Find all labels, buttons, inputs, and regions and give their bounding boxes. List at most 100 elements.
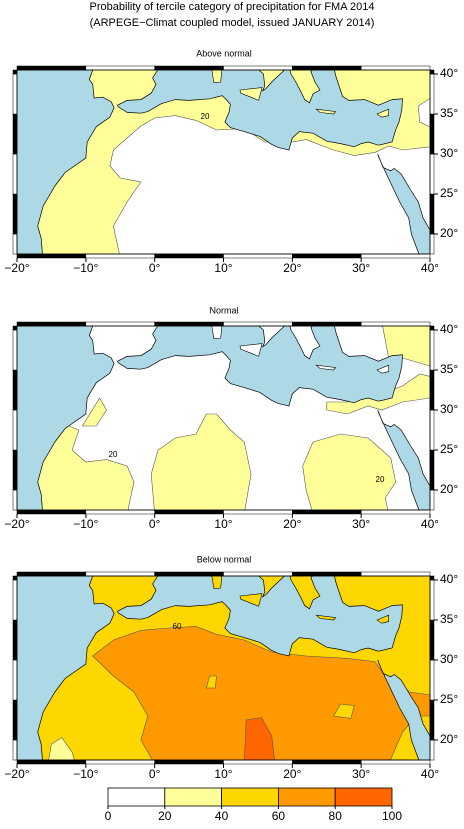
frame-bar <box>360 759 431 765</box>
frame-bar <box>429 699 435 741</box>
frame-bar <box>12 409 18 451</box>
y-tick-label: 35° <box>440 612 458 626</box>
frame-bar <box>223 509 293 515</box>
frame-bar <box>223 321 293 327</box>
frame-bar <box>154 509 224 515</box>
frame-bar <box>12 575 18 581</box>
sea <box>377 659 430 760</box>
island <box>211 70 223 84</box>
island <box>211 326 223 340</box>
frame-bar <box>12 153 18 195</box>
island <box>315 364 337 371</box>
colorbar-tick-label: 40 <box>215 809 229 823</box>
frame-bar <box>12 579 18 621</box>
frame-bar <box>154 571 224 577</box>
colorbar-box <box>221 787 279 807</box>
frame-bar <box>12 699 18 741</box>
island <box>315 108 337 115</box>
island <box>239 593 263 607</box>
frame-bar <box>429 325 435 331</box>
x-tick-label: 30° <box>352 767 370 781</box>
frame-bar <box>16 65 87 71</box>
island <box>376 108 390 118</box>
frame-bar <box>12 329 18 371</box>
frame-bar <box>360 509 431 515</box>
frame-bar <box>360 253 431 259</box>
frame-bar <box>429 575 435 581</box>
frame-bar <box>292 65 362 71</box>
frame-bar <box>16 509 87 515</box>
frame-bar <box>429 369 435 411</box>
y-tick-label: 30° <box>440 402 458 416</box>
frame-bar <box>429 329 435 371</box>
contour-label: 20 <box>109 450 118 459</box>
frame-bar <box>429 489 435 511</box>
frame-bar <box>429 449 435 491</box>
probability-region <box>302 433 396 510</box>
sea <box>17 576 115 760</box>
x-tick-label: 20° <box>283 261 301 275</box>
colorbar-tick-label: 0 <box>105 809 112 823</box>
frame-bar <box>429 153 435 195</box>
y-tick-label: 25° <box>440 186 458 200</box>
frame-bar <box>223 253 293 259</box>
x-tick-label: 0° <box>149 261 161 275</box>
sea <box>117 576 403 657</box>
frame-bar <box>292 571 362 577</box>
y-tick-label: 40° <box>440 66 458 80</box>
frame-bar <box>12 73 18 115</box>
y-tick-label: 20° <box>440 732 458 746</box>
y-tick-label: 40° <box>440 572 458 586</box>
x-tick-label: 10° <box>214 767 232 781</box>
frame-bar <box>360 571 431 577</box>
frame-bar <box>429 233 435 255</box>
x-tick-label: −20° <box>4 261 29 275</box>
frame-bar <box>16 759 87 765</box>
frame-bar <box>85 321 155 327</box>
frame-bar <box>360 65 431 71</box>
frame-bar <box>12 369 18 411</box>
colorbar-box <box>277 787 336 807</box>
x-tick-label: 0° <box>149 517 161 531</box>
frame-bar <box>429 73 435 115</box>
frame <box>16 325 431 511</box>
frame-bar <box>360 321 431 327</box>
x-tick-label: 20° <box>283 767 301 781</box>
frame-bar <box>12 449 18 491</box>
x-tick-label: −20° <box>4 517 29 531</box>
probability-region <box>150 413 252 510</box>
probability-region <box>333 703 355 719</box>
x-tick-label: 10° <box>214 261 232 275</box>
frame-bar <box>429 193 435 235</box>
frame-bar <box>12 69 18 75</box>
island <box>376 364 390 374</box>
frame-bar <box>223 65 293 71</box>
frame-bar <box>429 619 435 661</box>
x-tick-label: −10° <box>73 517 98 531</box>
colorbar-tick-label: 20 <box>158 809 172 823</box>
frame-bar <box>12 325 18 331</box>
probability-region <box>205 675 217 689</box>
x-tick-label: −10° <box>73 261 98 275</box>
frame-bar <box>85 571 155 577</box>
y-tick-label: 40° <box>440 322 458 336</box>
colorbar-box <box>164 787 223 807</box>
frame-bar <box>154 253 224 259</box>
y-tick-label: 25° <box>440 692 458 706</box>
frame-bar <box>292 321 362 327</box>
colorbar-box <box>334 787 393 807</box>
frame-bar <box>429 113 435 155</box>
x-tick-label: 40° <box>421 517 439 531</box>
x-tick-label: −20° <box>4 767 29 781</box>
x-tick-label: 30° <box>352 261 370 275</box>
colorbar-box <box>107 787 166 807</box>
panel-title: Below normal <box>197 554 252 564</box>
frame-bar <box>223 571 293 577</box>
x-tick-label: 30° <box>352 517 370 531</box>
frame-bar <box>154 65 224 71</box>
probability-region <box>81 397 107 427</box>
frame-bar <box>12 489 18 511</box>
frame-bar <box>429 579 435 621</box>
frame <box>16 69 431 255</box>
